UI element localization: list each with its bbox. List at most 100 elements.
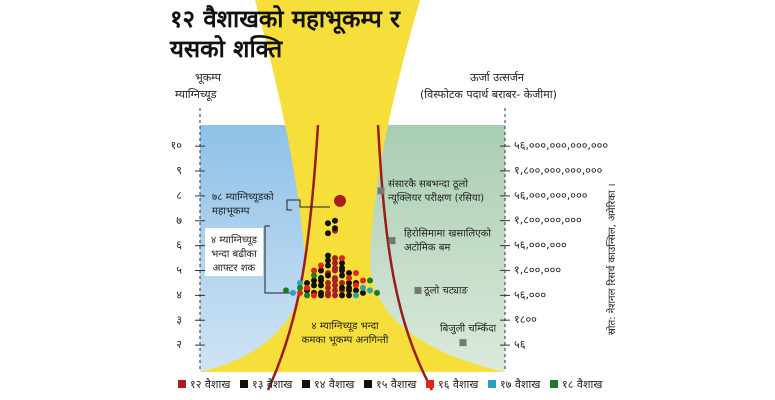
quake-dot [367,277,373,284]
quake-dot [332,292,338,299]
quake-dot [297,279,303,286]
annotation: आफ्टर शक [213,263,256,274]
annotation: अटोमिक बम [404,242,451,254]
y-tick-label: ५ [176,264,182,277]
quake-dot [325,272,331,279]
left-curve [266,124,320,391]
quake-dot [360,284,366,291]
y2-tick-label: ५६,०००,०००,००० [514,189,588,202]
quake-dot [332,255,338,262]
quake-dot [346,292,352,299]
quake-dot [297,284,303,291]
legend-label: १७ वैशाख [500,378,541,391]
annotation: संसारकै सबभन्दा ठूलो [388,178,468,190]
y2-tick-label: ५६ [514,338,526,351]
energy-marker [414,286,422,294]
legend-swatch [302,380,310,388]
quake-dot [332,277,338,284]
quake-dot [346,284,352,291]
y2-axis-label: ऊर्जा उत्सर्जन [470,71,525,84]
y2-tick-label: ५६,००० [514,288,546,301]
quake-dot [304,292,310,299]
funnel [200,0,505,372]
quake-dot [339,255,345,262]
y-axis-label: भूकम्प [195,71,222,85]
quake-dot [339,260,345,267]
quake-dot [346,279,352,286]
quake-dot [318,267,324,274]
y-axis-label: म्याग्निच्यूड [175,88,217,102]
quake-dot [332,287,338,294]
bracket [264,225,290,294]
quake-dot [311,282,317,289]
quake-dot [318,274,324,281]
quake-dot [304,284,310,291]
quake-dot [374,289,380,296]
quake-dot [318,292,324,299]
legend-label: १५ वैशाख [376,378,417,391]
y-tick-label: ४ [176,288,182,301]
quake-dot [283,287,289,294]
energy-marker [388,237,396,245]
quake-dot [325,284,331,291]
quake-dot [332,217,338,224]
quake-dot [332,267,338,274]
annotation: ७८ म्याग्निच्यूडको [212,191,274,203]
quake-dot [353,282,359,289]
quake-dot [353,287,359,294]
annotation: बिजुली चम्किँदा [440,323,496,335]
legend-swatch [488,380,496,388]
y-tick-label: ८ [176,189,182,202]
chart-title: १२ वैशाखको महाभूकम्प र [170,5,401,35]
quake-dot [290,289,296,296]
quake-dot [325,292,331,299]
legend-swatch [178,380,186,388]
quake-dot [334,194,346,207]
legend-swatch [426,380,434,388]
annotation: न्यूक्लियर परीक्षण (रसिया) [388,192,484,204]
quake-dot [325,262,331,269]
quake-dot [339,292,345,299]
energy-marker [377,187,385,195]
chart-title: यसको शक्ति [169,35,284,63]
quake-dot [346,269,352,276]
quake-dot [339,284,345,291]
quake-dot [311,272,317,279]
legend-label: १६ वैशाख [438,378,479,391]
annotation: हिरोसिमामा खसालिएको [404,228,491,240]
annotation: भन्दा बढीका [211,248,257,260]
quake-dot [325,220,331,227]
annotation: ४ म्याग्निच्यूड [211,234,258,246]
quake-dot [311,267,317,274]
y-tick-label: ६ [176,239,182,252]
y-tick-label: ३ [176,313,182,326]
legend-swatch [550,380,558,388]
quake-dot [318,282,324,289]
legend-label: १२ वैशाख [190,378,231,391]
legend-label: १३ वैशाख [252,378,293,391]
y2-tick-label: १,८००,०००,००० [514,214,582,227]
quake-dot [360,277,366,284]
quake-dot [297,289,303,296]
quake-dot [339,272,345,279]
quake-dot [346,274,352,281]
quake-dot [311,277,317,284]
right-curve [376,124,434,391]
quake-dot [339,279,345,286]
y2-tick-label: ५६,०००,०००,०००,००० [514,139,608,152]
quake-dot [332,225,338,232]
y-tick-label: ९ [176,164,182,177]
bracket [286,199,330,211]
legend-label: १४ वैशाख [314,378,355,391]
quake-dot [353,292,359,299]
annotation: ४ म्याग्निच्यूड भन्दा [311,320,379,332]
energy-marker [459,339,467,347]
y-tick-label: २ [176,338,182,351]
legend-swatch [240,380,248,388]
annotation: ठूलो चट्याङ [424,284,468,296]
source: स्रोत: नेशनल रिसर्च काउन्सिल, अमेरिका । [606,183,618,335]
y2-tick-label: १,८००,००० [514,263,561,276]
quake-dot [353,269,359,276]
quake-dot [360,289,366,296]
